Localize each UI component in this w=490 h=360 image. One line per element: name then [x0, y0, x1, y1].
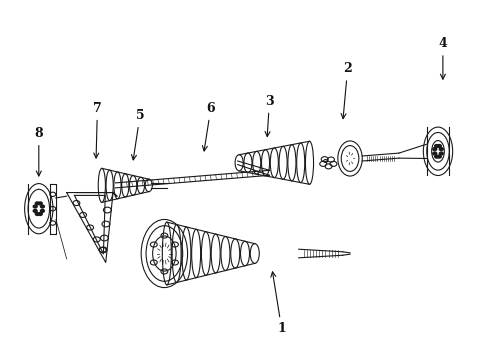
Circle shape: [33, 210, 37, 212]
Text: 8: 8: [34, 127, 43, 176]
Circle shape: [433, 148, 437, 150]
Circle shape: [438, 145, 441, 148]
Text: 1: 1: [271, 272, 286, 335]
Circle shape: [433, 152, 437, 155]
Text: 4: 4: [439, 37, 447, 79]
Circle shape: [35, 202, 39, 205]
Text: 2: 2: [341, 62, 352, 119]
Circle shape: [41, 210, 45, 212]
Circle shape: [35, 212, 39, 215]
Circle shape: [440, 152, 443, 155]
Circle shape: [435, 145, 439, 148]
Text: 5: 5: [131, 109, 144, 160]
Circle shape: [440, 148, 443, 150]
Text: 7: 7: [93, 102, 102, 158]
Circle shape: [33, 205, 37, 208]
Circle shape: [38, 212, 42, 215]
Circle shape: [438, 155, 441, 158]
Circle shape: [435, 155, 439, 158]
Text: 3: 3: [265, 95, 274, 136]
Text: 6: 6: [202, 102, 215, 151]
Circle shape: [41, 205, 45, 208]
Circle shape: [38, 202, 42, 205]
